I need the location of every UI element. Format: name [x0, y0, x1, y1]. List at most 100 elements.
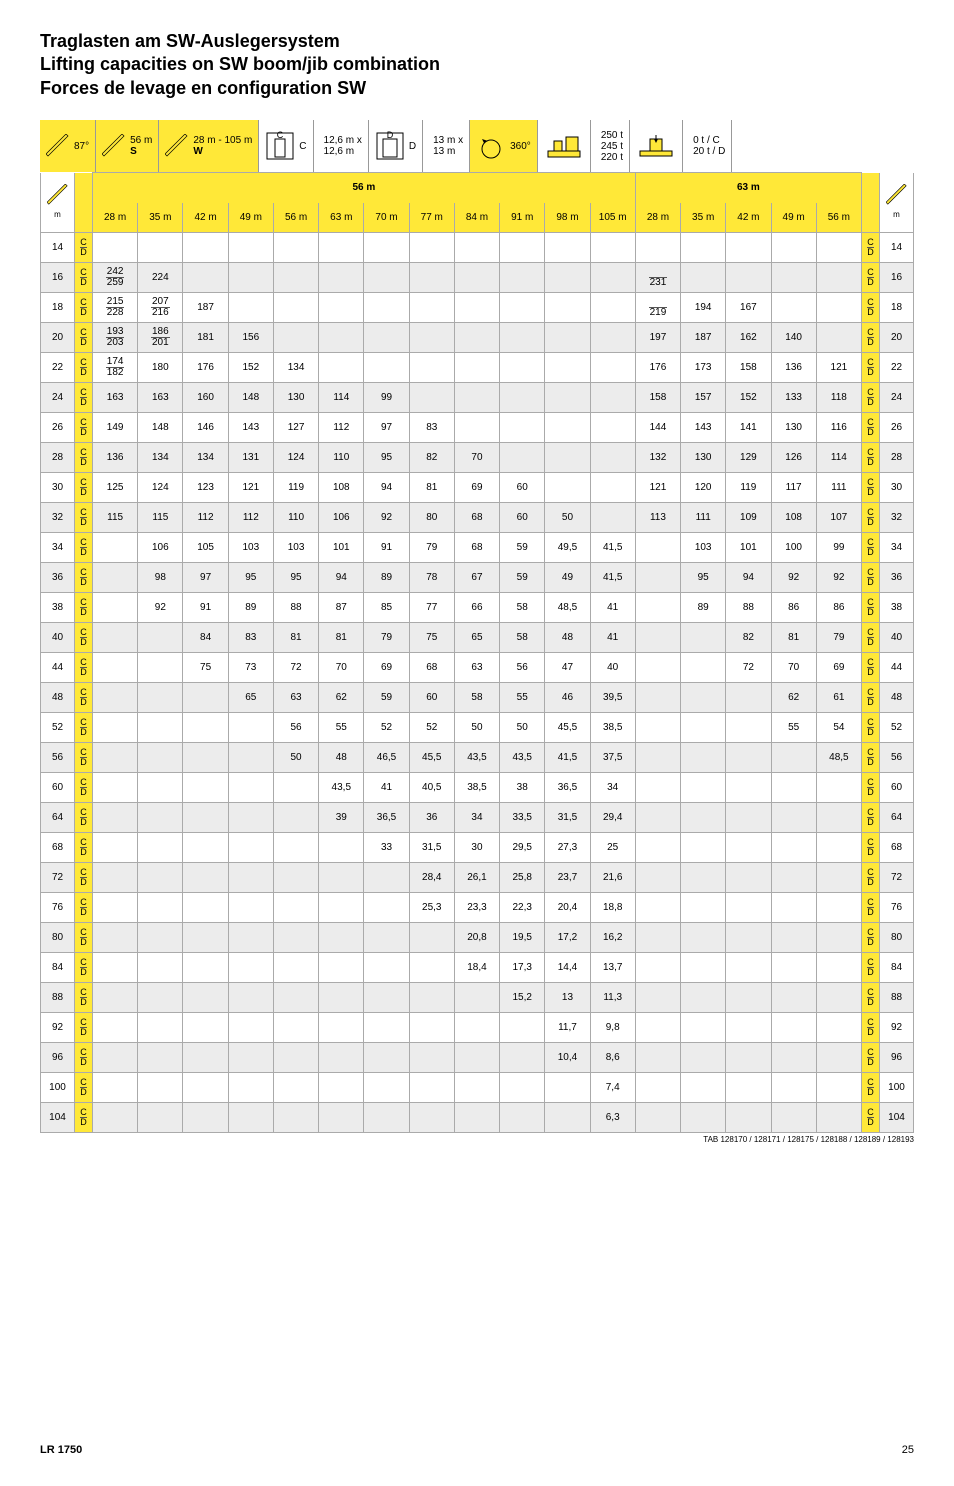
radius-label: 68: [41, 833, 75, 863]
load-value: 58: [500, 623, 545, 653]
page-footer: LR 1750 25: [40, 1444, 914, 1456]
load-value: 18,4: [454, 953, 499, 983]
load-value: [681, 953, 726, 983]
load-value: 50: [454, 713, 499, 743]
load-value: 55: [319, 713, 364, 743]
load-value: [138, 713, 183, 743]
load-value: 33,5: [500, 803, 545, 833]
load-value: [726, 893, 771, 923]
load-value: 197: [635, 323, 680, 353]
load-value: 66: [454, 593, 499, 623]
load-value: [545, 1103, 590, 1133]
load-value: 148: [138, 413, 183, 443]
load-value: 113: [635, 503, 680, 533]
cd-indicator: CD: [75, 833, 93, 863]
radius-label: 100: [41, 1073, 75, 1103]
load-value: [545, 323, 590, 353]
radius-label: 36: [41, 563, 75, 593]
load-value: [771, 803, 816, 833]
cd-indicator: CD: [862, 563, 880, 593]
radius-label: 80: [41, 923, 75, 953]
cd-indicator: CD: [862, 1043, 880, 1073]
load-value: 28,4: [409, 863, 454, 893]
load-value: 124: [138, 473, 183, 503]
load-value: [183, 1103, 228, 1133]
load-value: 48: [545, 623, 590, 653]
spec-cell: 360°: [470, 120, 538, 172]
cd-indicator: CD: [75, 803, 93, 833]
load-value: [183, 923, 228, 953]
radius-label: 44: [880, 653, 914, 683]
radius-label: 38: [41, 593, 75, 623]
load-value: [138, 623, 183, 653]
load-value: 181: [183, 323, 228, 353]
cd-indicator: CD: [862, 1013, 880, 1043]
load-value: 39,5: [590, 683, 635, 713]
load-value: 81: [319, 623, 364, 653]
load-value: 127: [273, 413, 318, 443]
cd-indicator: CD: [75, 533, 93, 563]
load-value: [726, 263, 771, 293]
load-value: 65: [454, 623, 499, 653]
load-value: [138, 1073, 183, 1103]
radius-label: 44: [41, 653, 75, 683]
load-value: 18,8: [590, 893, 635, 923]
load-value: [454, 323, 499, 353]
load-value: 88: [273, 593, 318, 623]
load-value: [816, 233, 861, 263]
load-value: 79: [409, 533, 454, 563]
load-value: [726, 743, 771, 773]
load-value: 131: [228, 443, 273, 473]
load-value: 52: [409, 713, 454, 743]
load-value: 115: [93, 503, 138, 533]
cd-indicator: CD: [75, 263, 93, 293]
load-value: [635, 1073, 680, 1103]
spec-cell: 87°: [40, 120, 96, 172]
load-value: [364, 353, 409, 383]
column-header: 105 m: [590, 203, 635, 233]
load-value: [183, 953, 228, 983]
load-value: 121: [816, 353, 861, 383]
load-value: 45,5: [409, 743, 454, 773]
load-value: 158: [726, 353, 771, 383]
radius-label: 30: [880, 473, 914, 503]
load-value: [726, 983, 771, 1013]
radius-label: 16: [880, 263, 914, 293]
load-value: 110: [273, 503, 318, 533]
load-value: 11,3: [590, 983, 635, 1013]
title-de: Traglasten am SW-Auslegersystem: [40, 30, 914, 53]
load-value: [138, 803, 183, 833]
load-value: [138, 863, 183, 893]
load-value: [590, 323, 635, 353]
load-value: [726, 1073, 771, 1103]
load-value: [93, 623, 138, 653]
load-value: [228, 233, 273, 263]
load-value: [590, 383, 635, 413]
cd-indicator: CD: [862, 953, 880, 983]
load-value: [454, 263, 499, 293]
load-value: [771, 1073, 816, 1103]
load-value: [500, 263, 545, 293]
load-value: [273, 863, 318, 893]
load-value: [319, 293, 364, 323]
load-value: [500, 1013, 545, 1043]
load-value: [590, 353, 635, 383]
load-value: 20,4: [545, 893, 590, 923]
load-value: [635, 833, 680, 863]
cd-indicator: CD: [75, 503, 93, 533]
load-value: [635, 983, 680, 1013]
load-value: [681, 1013, 726, 1043]
radius-label: 104: [41, 1103, 75, 1133]
load-value: [500, 353, 545, 383]
load-value: 103: [273, 533, 318, 563]
load-value: [409, 983, 454, 1013]
load-value: 77: [409, 593, 454, 623]
radius-label: 38: [880, 593, 914, 623]
column-header: 42 m: [726, 203, 771, 233]
load-value: [228, 983, 273, 1013]
column-header: 28 m: [93, 203, 138, 233]
load-value: 30: [454, 833, 499, 863]
load-value: [681, 623, 726, 653]
load-value: [816, 773, 861, 803]
cd-indicator: CD: [75, 293, 93, 323]
